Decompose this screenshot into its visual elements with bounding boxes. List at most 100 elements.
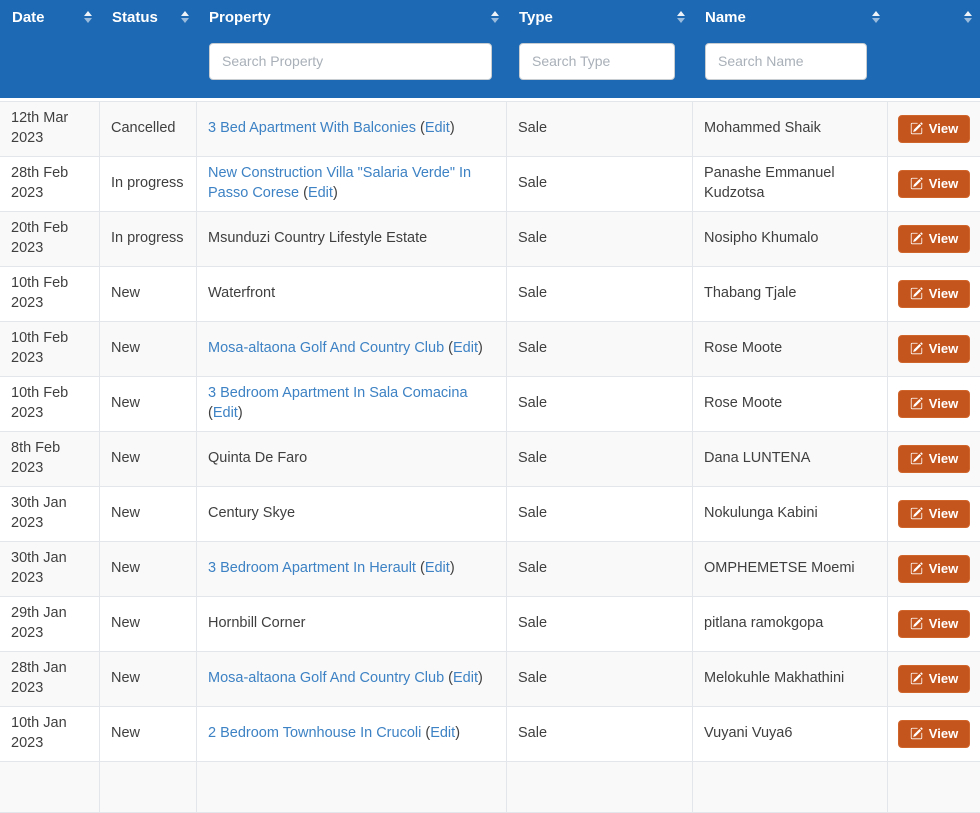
edit-link[interactable]: Edit: [453, 670, 479, 687]
cell-property: Mosa-altaona Golf And Country Club (Edit…: [197, 652, 507, 707]
table-row: 30th Jan 2023 New Century Skye Sale Noku…: [0, 487, 980, 542]
view-button-label: View: [928, 505, 959, 521]
cell-property: Quinta De Faro: [197, 432, 507, 487]
search-cell-date: [0, 34, 100, 101]
cell-status: New: [100, 487, 197, 542]
column-header-actions[interactable]: [888, 0, 980, 34]
column-label-property: Property: [209, 8, 271, 26]
view-button[interactable]: View: [897, 444, 971, 474]
property-link[interactable]: Mosa-altaona Golf And Country Club: [208, 340, 445, 357]
table-row-partial: [0, 762, 980, 813]
cell-actions: View: [888, 432, 980, 487]
edit-wrap: (Edit): [299, 185, 338, 201]
view-button[interactable]: View: [897, 499, 971, 529]
cell-type: Sale: [507, 707, 693, 762]
cell-name: Nosipho Khumalo: [693, 212, 888, 267]
view-button[interactable]: View: [897, 224, 971, 254]
table-row: 10th Feb 2023 New 3 Bedroom Apartment In…: [0, 377, 980, 432]
view-button[interactable]: View: [897, 664, 971, 694]
property-text: Hornbill Corner: [208, 615, 306, 632]
cell-name: Rose Moote: [693, 377, 888, 432]
cell-name: Melokuhle Makhathini: [693, 652, 888, 707]
pencil-square-icon: [910, 562, 923, 575]
sort-icon[interactable]: [872, 11, 880, 23]
cell-actions: View: [888, 212, 980, 267]
view-button[interactable]: View: [897, 609, 971, 639]
cell-name: Vuyani Vuya6: [693, 707, 888, 762]
table-row: 29th Jan 2023 New Hornbill Corner Sale p…: [0, 597, 980, 652]
column-header-date[interactable]: Date: [0, 0, 100, 34]
view-button[interactable]: View: [897, 389, 971, 419]
column-header-status[interactable]: Status: [100, 0, 197, 34]
cell-date: 10th Feb 2023: [0, 267, 100, 322]
search-property-input[interactable]: [209, 42, 492, 80]
sort-icon[interactable]: [491, 11, 499, 23]
table-row: 8th Feb 2023 New Quinta De Faro Sale Dan…: [0, 432, 980, 487]
cell-status: New: [100, 432, 197, 487]
sort-icon[interactable]: [677, 11, 685, 23]
cell-type: Sale: [507, 157, 693, 212]
header-label-row: Date Status Property Type Name: [0, 0, 980, 34]
cell-actions: View: [888, 597, 980, 652]
cell-actions: View: [888, 267, 980, 322]
property-text: Quinta De Faro: [208, 450, 308, 467]
view-button-label: View: [928, 230, 959, 246]
view-button[interactable]: View: [897, 719, 971, 749]
view-button[interactable]: View: [897, 114, 971, 144]
cell-name: pitlana ramokgopa: [693, 597, 888, 652]
property-link[interactable]: Mosa-altaona Golf And Country Club: [208, 670, 445, 687]
edit-link[interactable]: Edit: [307, 185, 333, 201]
edit-link[interactable]: Edit: [424, 120, 450, 137]
sort-icon[interactable]: [181, 11, 189, 23]
cell-property: 3 Bed Apartment With Balconies (Edit): [197, 101, 507, 157]
cell-date: 10th Jan 2023: [0, 707, 100, 762]
search-type-input[interactable]: [519, 42, 675, 80]
cell-type: Sale: [507, 267, 693, 322]
cell-property: 3 Bedroom Apartment In Herault (Edit): [197, 542, 507, 597]
pencil-square-icon: [910, 342, 923, 355]
edit-link[interactable]: Edit: [212, 405, 238, 421]
view-button[interactable]: View: [897, 334, 971, 364]
table-header: Date Status Property Type Name: [0, 0, 980, 101]
property-link[interactable]: 3 Bedroom Apartment In Herault: [208, 560, 416, 577]
view-button-label: View: [928, 560, 959, 576]
cell-actions: View: [888, 157, 980, 212]
search-cell-name: [693, 34, 888, 101]
view-button[interactable]: View: [897, 169, 971, 199]
cell-status: New: [100, 267, 197, 322]
pencil-square-icon: [910, 672, 923, 685]
view-button-label: View: [928, 175, 959, 191]
cell-type: Sale: [507, 212, 693, 267]
column-header-property[interactable]: Property: [197, 0, 507, 34]
property-link[interactable]: 3 Bedroom Apartment In Sala Comacina: [208, 385, 468, 402]
column-label-status: Status: [112, 8, 158, 26]
cell-type: Sale: [507, 542, 693, 597]
view-button[interactable]: View: [897, 279, 971, 309]
cell-date: 29th Jan 2023: [0, 597, 100, 652]
cell-status: New: [100, 652, 197, 707]
cell-property: 3 Bedroom Apartment In Sala Comacina (Ed…: [197, 377, 507, 432]
property-link[interactable]: 3 Bed Apartment With Balconies: [208, 120, 416, 137]
property-link[interactable]: 2 Bedroom Townhouse In Crucoli: [208, 725, 422, 742]
cell-type: Sale: [507, 597, 693, 652]
search-name-input[interactable]: [705, 42, 867, 80]
cell-name: Dana LUNTENA: [693, 432, 888, 487]
cell-actions: View: [888, 377, 980, 432]
column-header-name[interactable]: Name: [693, 0, 888, 34]
cell-property: 2 Bedroom Townhouse In Crucoli (Edit): [197, 707, 507, 762]
cell-status: New: [100, 322, 197, 377]
sort-icon[interactable]: [84, 11, 92, 23]
sort-icon[interactable]: [964, 11, 972, 23]
property-text: Century Skye: [208, 505, 296, 522]
edit-link[interactable]: Edit: [430, 725, 456, 742]
cell-name: Panashe Emmanuel Kudzotsa: [693, 157, 888, 212]
edit-wrap: (Edit): [444, 340, 483, 357]
edit-link[interactable]: Edit: [424, 560, 450, 577]
edit-link[interactable]: Edit: [453, 340, 479, 357]
view-button[interactable]: View: [897, 554, 971, 584]
property-link[interactable]: New Construction Villa "Salaria Verde" I…: [208, 165, 472, 201]
cell-actions: View: [888, 707, 980, 762]
column-header-type[interactable]: Type: [507, 0, 693, 34]
column-label-name: Name: [705, 8, 746, 26]
